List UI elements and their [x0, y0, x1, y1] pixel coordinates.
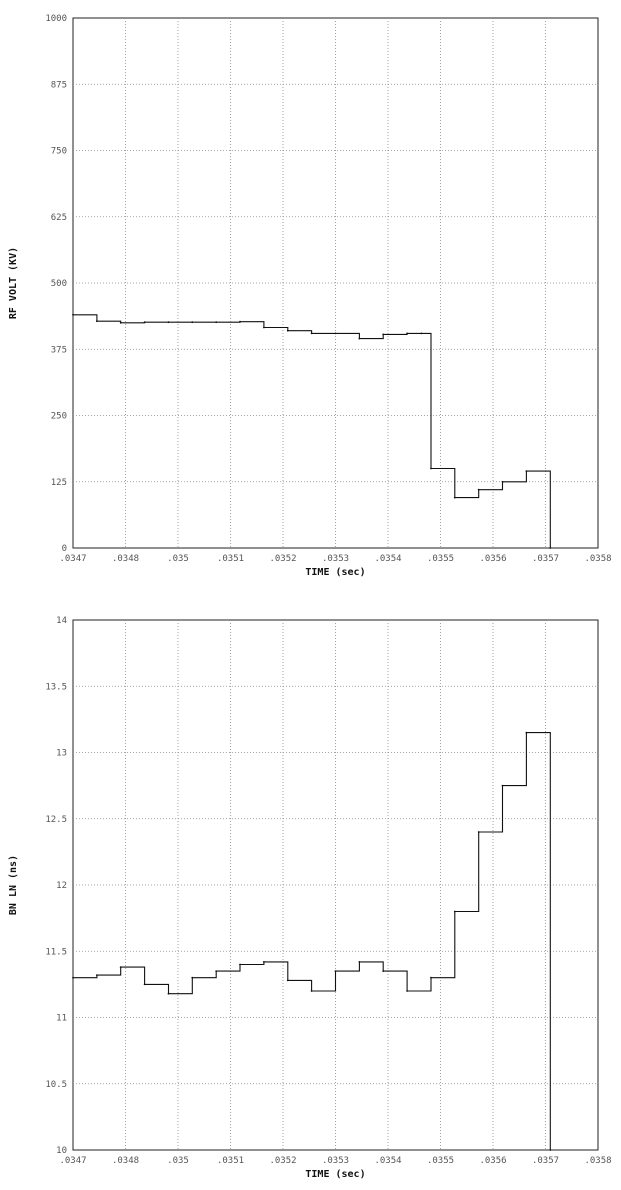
y-tick-label: 375: [51, 345, 67, 355]
x-tick-label: .0353: [322, 554, 349, 564]
y-tick-label: 750: [51, 147, 67, 157]
data-point: [430, 467, 432, 470]
data-point: [72, 976, 74, 979]
x-tick-label: .0357: [532, 1156, 559, 1166]
data-point: [430, 976, 432, 979]
data-point: [119, 966, 122, 968]
data-point: [453, 910, 456, 913]
x-tick-label: .0355: [427, 554, 454, 564]
data-point: [286, 979, 289, 982]
y-tick-label: 14: [56, 616, 67, 626]
data-point: [358, 961, 361, 963]
data-point: [286, 329, 289, 332]
y-tick-label: 875: [51, 80, 67, 90]
y-tick-label: 0: [62, 544, 67, 554]
x-axis-label: TIME (sec): [305, 1169, 365, 1180]
data-point: [263, 326, 265, 329]
x-tick-label: .0348: [112, 1156, 139, 1166]
data-point: [191, 976, 194, 979]
chart-2: .0347 .0348 .035 .0351 .0352 .0353 .0354 .0355.…: [8, 616, 612, 1180]
data-point: [406, 990, 408, 992]
data-point: [191, 321, 194, 324]
y-tick-label: 12: [56, 881, 67, 891]
series-line-1: [73, 314, 551, 548]
y-axis-label: BN LN (ns): [8, 855, 19, 915]
y-tick-label: 13: [56, 749, 67, 759]
y-tick-label: 11: [56, 1014, 67, 1024]
x-tick-label: .0352: [269, 554, 296, 564]
x-tick-label: .0358: [584, 554, 611, 564]
data-point: [96, 320, 98, 323]
data-point: [167, 321, 170, 324]
x-tick-label: .0351: [217, 1156, 244, 1166]
x-tick-label: .0355: [427, 1156, 454, 1166]
data-point: [382, 333, 385, 336]
x-axis-label: TIME (sec): [305, 567, 365, 578]
data-point: [310, 332, 313, 335]
data-point: [525, 731, 528, 734]
x-tick-label: .0351: [217, 554, 244, 564]
data-point: [143, 321, 146, 324]
data-point: [167, 992, 170, 995]
data-point: [525, 470, 528, 472]
data-point: [215, 970, 218, 972]
data-point: [501, 784, 504, 787]
y-tick-label: 125: [51, 478, 67, 488]
y-tick-label: 11.5: [45, 947, 67, 957]
data-point: [453, 496, 456, 499]
y-tick-label: 625: [51, 213, 67, 223]
x-tick-label: .035: [167, 1156, 189, 1166]
x-tick-label: .0347: [59, 554, 86, 564]
chart-1: .0347 .0348 .035 .0351 .0352 .0353 .0354 .0355.…: [8, 14, 612, 578]
y-tick-label: 500: [51, 279, 67, 289]
x-tick-label: .0356: [479, 554, 506, 564]
x-tick-label: .035: [167, 554, 189, 564]
data-point: [382, 970, 385, 972]
x-tick-label: .0354: [374, 1156, 401, 1166]
data-point: [358, 337, 361, 340]
y-tick-label: 250: [51, 412, 67, 422]
data-point: [143, 983, 146, 986]
data-point: [96, 974, 98, 976]
data-point: [549, 1149, 552, 1151]
x-tick-label: .0358: [584, 1156, 611, 1166]
data-point: [477, 488, 480, 491]
x-tick-label: .0354: [374, 554, 401, 564]
x-tick-label: .0357: [532, 554, 559, 564]
data-point: [406, 332, 408, 335]
data-point: [334, 332, 337, 335]
data-point: [239, 320, 241, 323]
data-point: [239, 963, 241, 966]
x-tick-label: .0353: [322, 1156, 349, 1166]
x-tick-label: .0352: [269, 1156, 296, 1166]
series-line-1: [73, 732, 551, 1150]
data-point: [215, 321, 218, 324]
y-tick-label: 10: [56, 1146, 67, 1156]
data-point: [263, 961, 265, 963]
data-point: [477, 831, 480, 833]
data-point: [310, 990, 313, 992]
x-tick-label: .0348: [112, 554, 139, 564]
x-tick-label: .0347: [59, 1156, 86, 1166]
data-point: [549, 547, 552, 549]
data-point: [119, 321, 122, 324]
y-axis-label: RF VOLT (KV): [8, 247, 19, 319]
data-point: [334, 970, 337, 972]
data-point: [501, 480, 504, 483]
y-tick-label: 1000: [45, 14, 67, 24]
x-tick-label: .0356: [479, 1156, 506, 1166]
y-tick-label: 10.5: [45, 1080, 67, 1090]
data-point: [420, 332, 423, 335]
y-tick-label: 12.5: [45, 815, 67, 825]
data-point: [72, 313, 74, 316]
y-tick-label: 13.5: [45, 682, 67, 692]
